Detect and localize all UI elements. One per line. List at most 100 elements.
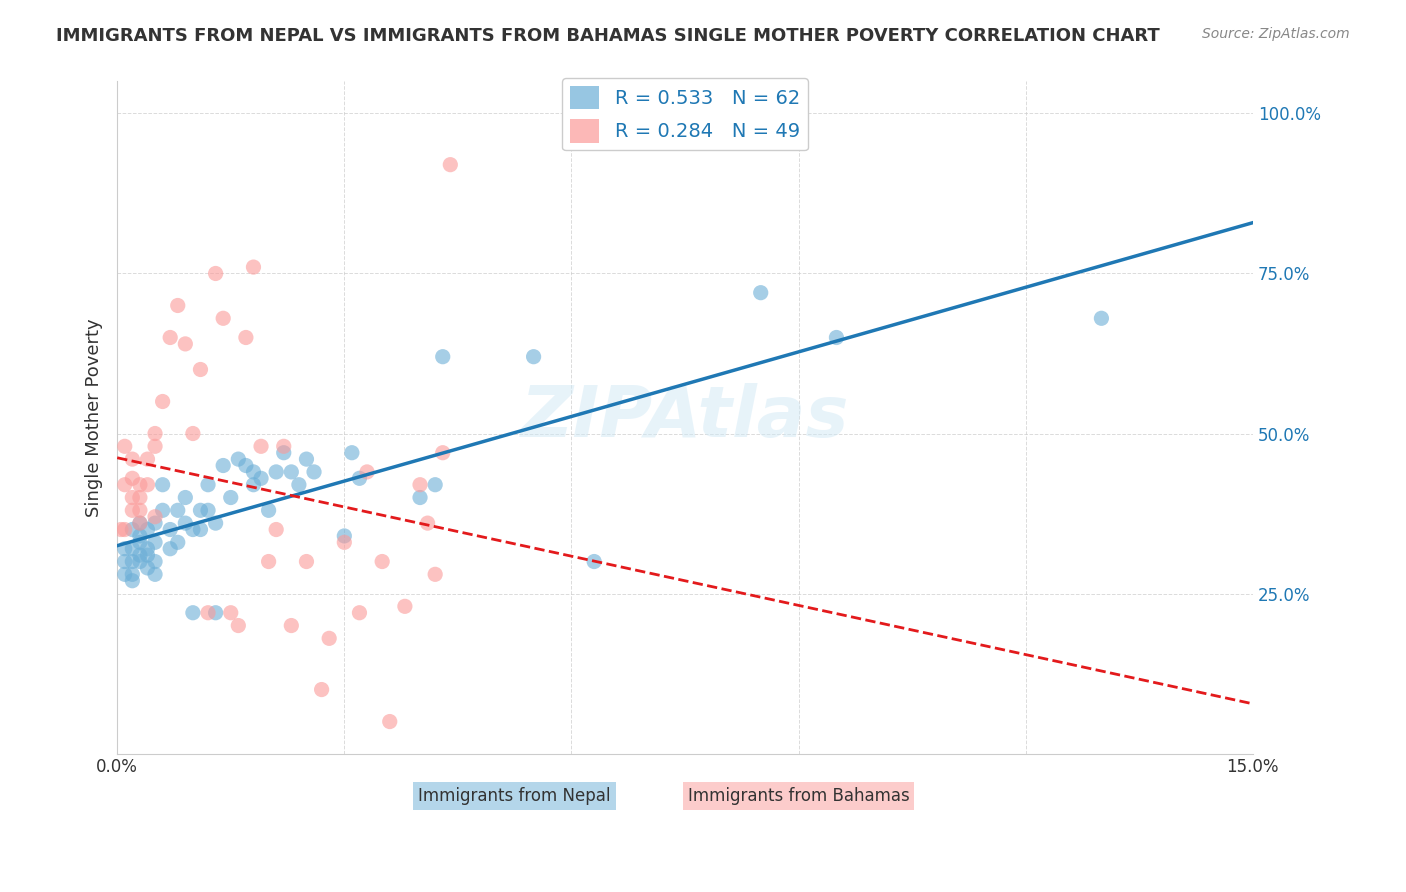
Point — [121, 491, 143, 505]
Point — [114, 555, 136, 569]
Point — [129, 516, 152, 530]
Point — [432, 446, 454, 460]
Point — [378, 714, 401, 729]
Point — [174, 337, 197, 351]
Point — [219, 491, 242, 505]
Y-axis label: Single Mother Poverty: Single Mother Poverty — [86, 318, 103, 516]
Point — [181, 523, 204, 537]
Point — [583, 555, 606, 569]
Point — [264, 523, 287, 537]
Point — [197, 477, 219, 491]
Point — [121, 503, 143, 517]
Point — [121, 523, 143, 537]
Point — [181, 426, 204, 441]
Point — [311, 682, 333, 697]
Point — [204, 267, 226, 281]
Point — [197, 606, 219, 620]
Point — [190, 503, 212, 517]
Point — [749, 285, 772, 300]
Point — [114, 523, 136, 537]
Point — [349, 606, 371, 620]
Point — [143, 535, 166, 549]
Point — [143, 555, 166, 569]
Point — [523, 350, 546, 364]
Point — [235, 330, 257, 344]
Point — [273, 439, 295, 453]
Legend: R = 0.533   N = 62, R = 0.284   N = 49: R = 0.533 N = 62, R = 0.284 N = 49 — [562, 78, 808, 151]
Point — [250, 439, 273, 453]
Point — [159, 523, 181, 537]
Point — [110, 523, 132, 537]
Point — [181, 606, 204, 620]
Point — [340, 446, 363, 460]
Point — [129, 503, 152, 517]
Point — [174, 516, 197, 530]
Text: IMMIGRANTS FROM NEPAL VS IMMIGRANTS FROM BAHAMAS SINGLE MOTHER POVERTY CORRELATI: IMMIGRANTS FROM NEPAL VS IMMIGRANTS FROM… — [56, 27, 1160, 45]
Point — [136, 541, 159, 556]
Point — [129, 491, 152, 505]
Point — [825, 330, 848, 344]
Point — [295, 555, 318, 569]
Text: ZIPAtlas: ZIPAtlas — [520, 383, 849, 452]
Point — [349, 471, 371, 485]
Point — [333, 535, 356, 549]
Point — [136, 548, 159, 562]
Point — [1090, 311, 1112, 326]
Point — [166, 503, 188, 517]
Point — [235, 458, 257, 473]
Point — [190, 523, 212, 537]
Point — [166, 535, 188, 549]
Point — [204, 606, 226, 620]
Point — [204, 516, 226, 530]
Point — [143, 509, 166, 524]
Point — [114, 567, 136, 582]
Point — [416, 516, 439, 530]
Point — [280, 465, 302, 479]
Point — [121, 574, 143, 588]
Point — [228, 452, 250, 467]
Point — [288, 477, 311, 491]
Point — [250, 471, 273, 485]
Point — [152, 503, 174, 517]
Point — [121, 567, 143, 582]
Point — [143, 567, 166, 582]
Point — [333, 529, 356, 543]
Point — [136, 561, 159, 575]
Point — [257, 503, 280, 517]
Point — [121, 471, 143, 485]
Point — [356, 465, 378, 479]
Point — [114, 439, 136, 453]
Point — [371, 555, 394, 569]
Point — [264, 465, 287, 479]
Point — [394, 599, 416, 614]
Point — [409, 491, 432, 505]
Point — [432, 350, 454, 364]
Point — [228, 618, 250, 632]
Point — [159, 541, 181, 556]
Point — [114, 477, 136, 491]
Point — [129, 535, 152, 549]
Point — [143, 426, 166, 441]
Point — [318, 632, 340, 646]
Point — [129, 477, 152, 491]
Point — [242, 477, 264, 491]
Text: Source: ZipAtlas.com: Source: ZipAtlas.com — [1202, 27, 1350, 41]
Text: Immigrants from Bahamas: Immigrants from Bahamas — [688, 787, 910, 805]
Point — [295, 452, 318, 467]
Point — [190, 362, 212, 376]
Point — [152, 477, 174, 491]
Point — [212, 458, 235, 473]
Point — [197, 503, 219, 517]
Point — [129, 529, 152, 543]
Point — [166, 298, 188, 312]
Point — [129, 555, 152, 569]
Point — [114, 541, 136, 556]
Point — [425, 567, 447, 582]
Point — [219, 606, 242, 620]
Point — [425, 477, 447, 491]
Point — [242, 465, 264, 479]
Point — [159, 330, 181, 344]
Point — [302, 465, 325, 479]
Point — [129, 516, 152, 530]
Point — [409, 477, 432, 491]
